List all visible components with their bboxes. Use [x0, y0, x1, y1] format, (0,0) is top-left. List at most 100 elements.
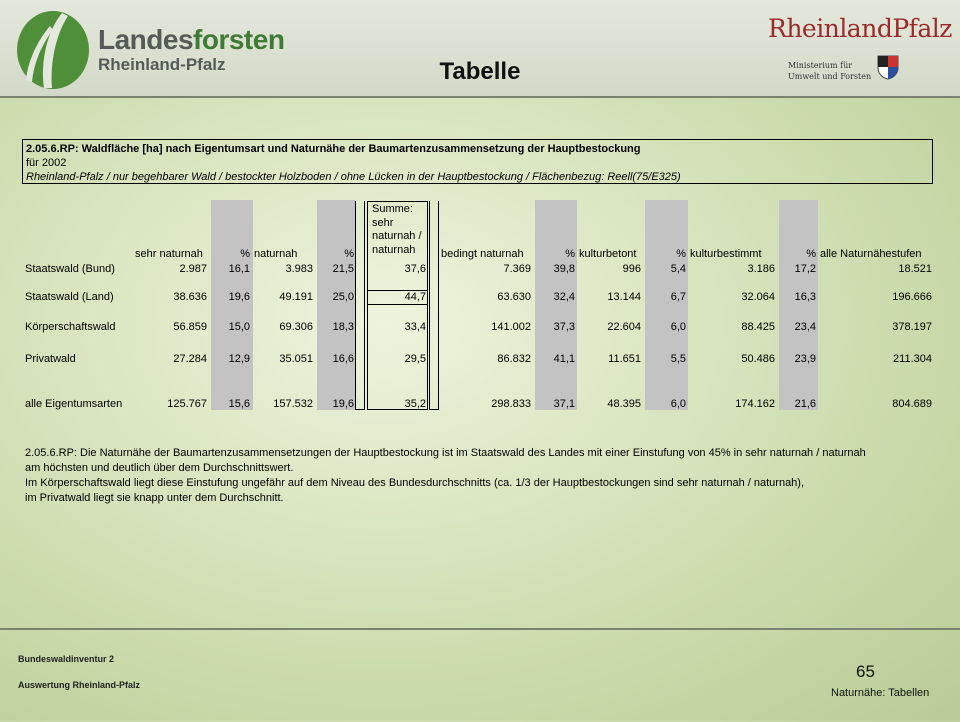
table-cell: 7.369: [503, 263, 531, 275]
column-header: naturnah: [254, 248, 298, 260]
ministry-label: Ministerium für Umwelt und Forsten: [788, 61, 872, 81]
table-cell: 6,0: [670, 398, 686, 410]
header-bar: Landesforsten Rheinland-Pfalz Tabelle Rh…: [0, 0, 960, 98]
table-cell: 23,4: [794, 321, 816, 333]
sum-column-box: [367, 201, 428, 410]
table-cell: 17,2: [794, 263, 816, 275]
table-cell: 37,1: [553, 398, 575, 410]
table-cell: 32.064: [741, 291, 775, 303]
table-cell: 29,5: [404, 353, 426, 365]
table-cell: 86.832: [497, 353, 531, 365]
table-cell: 35.051: [279, 353, 313, 365]
table-cell: 141.002: [491, 321, 531, 333]
table-cell: 32,4: [553, 291, 575, 303]
table-cell: 88.425: [741, 321, 775, 333]
crest-icon: [877, 55, 899, 80]
table-cell: 5,5: [670, 353, 686, 365]
sum-column-border: [355, 201, 365, 410]
table-cell: 996: [622, 263, 641, 275]
table-cell: 44,7: [404, 291, 426, 303]
table-cell: 69.306: [279, 321, 313, 333]
table-cell: 33,4: [404, 321, 426, 333]
rlp-wordmark: RheinlandPfalz: [768, 14, 952, 43]
table-cell: 804.689: [892, 398, 932, 410]
table-cell: 298.833: [491, 398, 531, 410]
footer-bar: [0, 628, 960, 722]
page-number: 65: [856, 662, 875, 681]
footer-title: Bundeswaldinventur 2: [18, 654, 115, 664]
table-cell: 3.186: [747, 263, 775, 275]
column-header: %: [565, 248, 575, 260]
table-cell: 49.191: [279, 291, 313, 303]
landesforsten-leaf-logo: [17, 11, 89, 89]
table-cell: 23,9: [794, 353, 816, 365]
table-cell: 3.983: [285, 263, 313, 275]
row-label: Staatswald (Bund): [25, 263, 115, 275]
logo-wordmark: Landesforsten: [98, 24, 285, 55]
table-cell: 12,9: [228, 353, 250, 365]
column-header: bedingt naturnah: [441, 248, 524, 260]
pct-column-shade: [779, 200, 818, 410]
table-cell: 50.486: [741, 353, 775, 365]
table-cell: 18,3: [332, 321, 354, 333]
sum-column-border: [429, 201, 439, 410]
column-header: %: [344, 248, 354, 260]
row-label: Körperschaftswald: [25, 321, 116, 333]
table-cell: 174.162: [735, 398, 775, 410]
highlight-cell: [367, 290, 428, 305]
pct-column-shade: [535, 200, 577, 410]
table-cell: 19,6: [332, 398, 354, 410]
pct-column-shade: [211, 200, 253, 410]
column-header: alle Naturnähestufen: [820, 248, 922, 260]
table-cell: 378.197: [892, 321, 932, 333]
table-cell: 6,0: [670, 321, 686, 333]
row-label: alle Eigentumsarten: [25, 398, 123, 410]
table-cell: 21,6: [794, 398, 816, 410]
table-cell: 39,8: [553, 263, 575, 275]
column-header: %: [806, 248, 816, 260]
logo-subtitle: Rheinland-Pfalz: [98, 55, 226, 74]
table-cell: 37,6: [404, 263, 426, 275]
table-cell: 19,6: [228, 291, 250, 303]
table-cell: 16,6: [332, 353, 354, 365]
table-cell: 35,2: [404, 398, 426, 410]
table-cell: 157.532: [273, 398, 313, 410]
table-cell: 16,1: [228, 263, 250, 275]
table-cell: 63.630: [497, 291, 531, 303]
table-cell: 11.651: [608, 353, 641, 365]
table-cell: 41,1: [553, 353, 575, 365]
summe-header: Summe: sehr naturnah / naturnah: [372, 203, 422, 256]
table-cell: 21,5: [332, 263, 354, 275]
table-cell: 6,7: [670, 291, 686, 303]
table-cell: 211.304: [893, 353, 932, 365]
column-header: kulturbestimmt: [690, 248, 762, 260]
table-cell: 27.284: [173, 353, 207, 365]
footer-subtitle: Auswertung Rheinland-Pfalz: [18, 680, 141, 690]
table-cell: 15,6: [228, 398, 250, 410]
table-cell: 56.859: [173, 321, 207, 333]
row-label: Staatswald (Land): [25, 291, 114, 303]
table-cell: 2.987: [179, 263, 207, 275]
column-header: %: [676, 248, 686, 260]
row-label: Privatwald: [25, 353, 76, 365]
column-header: %: [240, 248, 250, 260]
section-label: Naturnähe: Tabellen: [831, 687, 930, 699]
table-cell: 15,0: [228, 321, 250, 333]
table-cell: 18.521: [898, 263, 932, 275]
table-cell: 16,3: [794, 291, 816, 303]
commentary: 2.05.6.RP: Die Naturnähe der Baumartenzu…: [25, 447, 866, 504]
table-cell: 38.636: [173, 291, 207, 303]
table-caption: 2.05.6.RP: Waldfläche [ha] nach Eigentum…: [22, 139, 933, 184]
table-cell: 25,0: [332, 291, 354, 303]
pct-column-shade: [645, 200, 688, 410]
table-cell: 22.604: [607, 321, 641, 333]
table-cell: 37,3: [553, 321, 575, 333]
table-cell: 125.767: [167, 398, 207, 410]
pct-column-shade: [317, 200, 356, 410]
table-cell: 5,4: [670, 263, 686, 275]
column-header: sehr naturnah: [135, 248, 203, 260]
table-cell: 48.395: [607, 398, 641, 410]
table-cell: 196.666: [892, 291, 932, 303]
page-title: Tabelle: [439, 58, 521, 85]
column-header: kulturbetont: [579, 248, 637, 260]
